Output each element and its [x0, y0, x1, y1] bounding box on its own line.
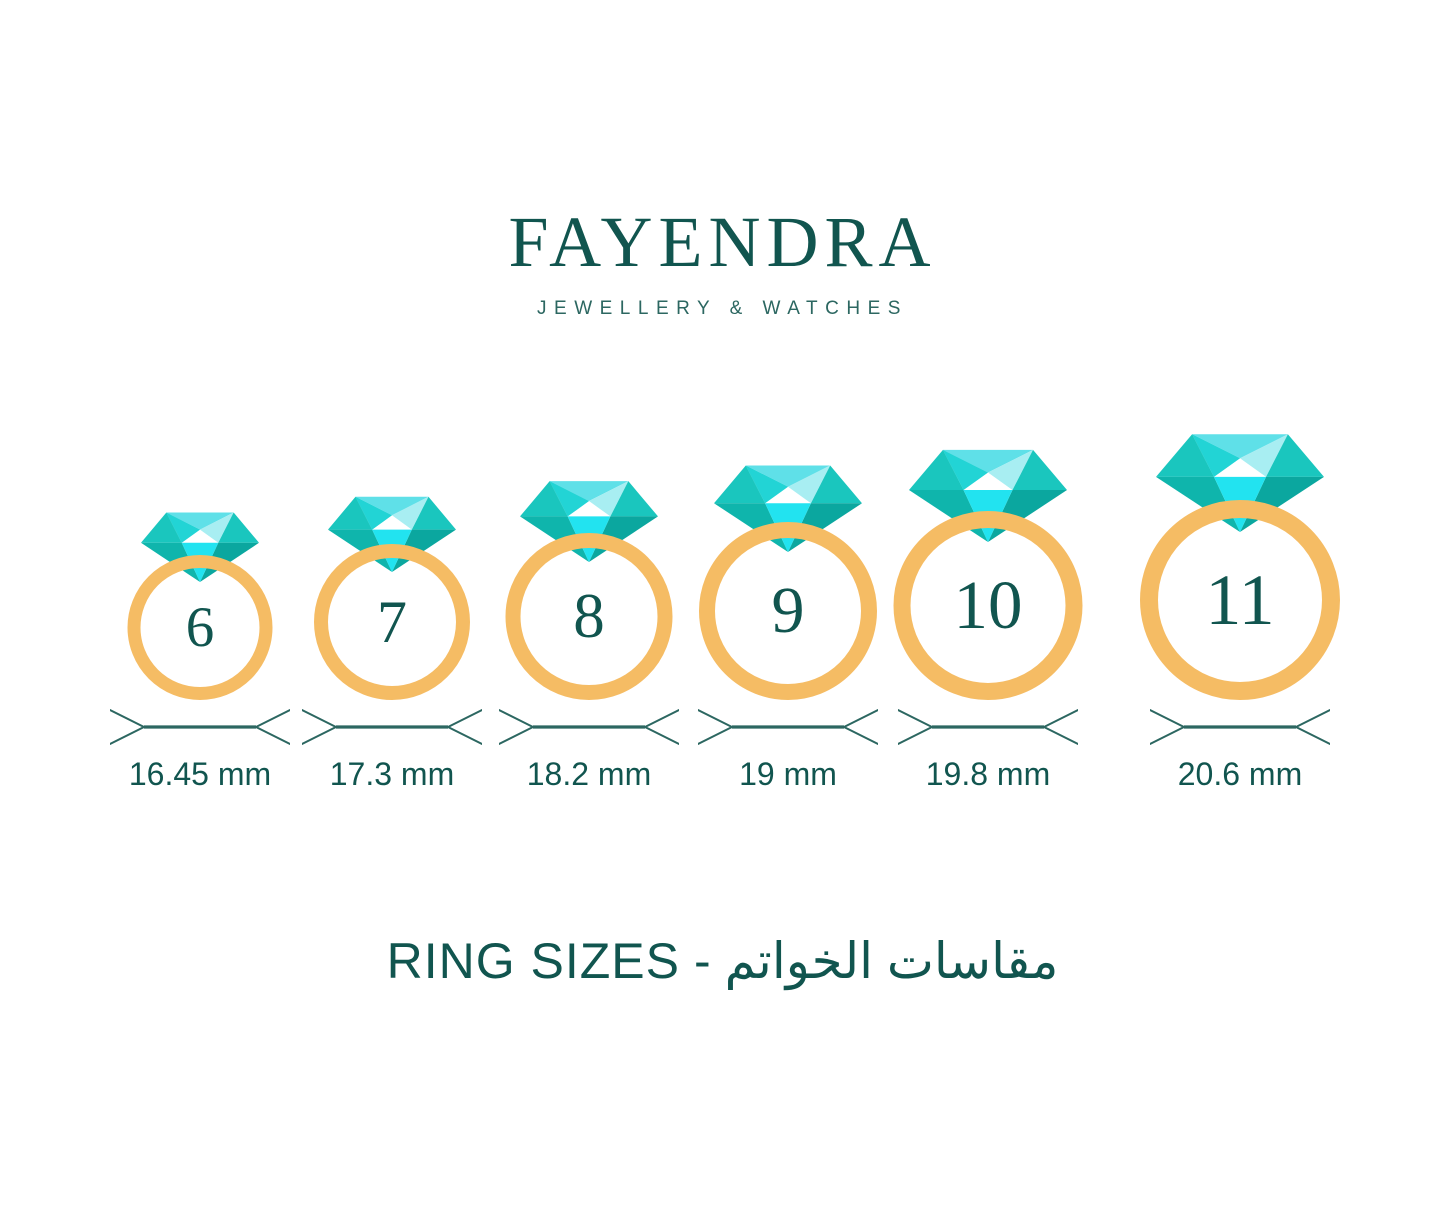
- ring-diameter-label: 16.45 mm: [128, 756, 272, 792]
- dimension-arrow-icon: [499, 705, 679, 749]
- ring-size-number: 6: [185, 596, 215, 659]
- ring-size-number: 11: [1205, 560, 1275, 640]
- dimension-arrow-icon: [110, 705, 290, 749]
- dimension-arrow-icon: [1150, 705, 1330, 749]
- diamond-ring-icon: 9: [688, 440, 888, 700]
- brand-name: FAYENDRA: [508, 202, 937, 282]
- ring-size-item[interactable]: 6 16.45 mm: [100, 440, 300, 820]
- ring-size-number: 10: [953, 567, 1023, 643]
- ring-size-number: 7: [377, 589, 407, 655]
- ring-diameter-label: 18.2 mm: [526, 756, 652, 792]
- ring-band: 10: [893, 511, 1083, 700]
- ring-size-number: 9: [771, 574, 805, 647]
- page-title: RING SIZES - مقاسات الخواتم: [0, 930, 1445, 993]
- ring-size-item[interactable]: 10 19.8 mm: [888, 440, 1088, 820]
- diamond-ring-icon: 8: [489, 440, 689, 700]
- page-title-arabic: مقاسات الخواتم: [724, 933, 1059, 989]
- dimension-arrow-icon: [302, 705, 482, 749]
- ring-size-item[interactable]: 11 20.6 mm: [1140, 434, 1340, 820]
- ring-size-item[interactable]: 7 17.3 mm: [292, 440, 492, 820]
- ring-band: 11: [1140, 500, 1340, 700]
- ring-size-item[interactable]: 8 18.2 mm: [489, 440, 689, 820]
- ring-size-item[interactable]: 9 19 mm: [688, 440, 888, 820]
- ring-diameter-label: 20.6 mm: [1177, 756, 1303, 792]
- ring-diameter-label: 19.8 mm: [925, 756, 1051, 792]
- ring-diameter-label: 19 mm: [739, 756, 837, 792]
- ring-size-number: 8: [573, 581, 605, 651]
- ring-band: 9: [699, 522, 877, 700]
- page-title-english: RING SIZES: [386, 933, 680, 989]
- dimension-arrow-icon: [898, 705, 1078, 749]
- gem-icon: [141, 508, 259, 582]
- ring-band: 8: [505, 533, 673, 700]
- dimension-arrow-icon: [698, 705, 878, 749]
- diamond-ring-icon: 6: [100, 440, 300, 700]
- ring-band: 7: [314, 544, 470, 700]
- diamond-ring-icon: 11: [1140, 434, 1340, 700]
- ring-diameter-label: 17.3 mm: [329, 756, 455, 792]
- diamond-ring-icon: 10: [888, 440, 1088, 700]
- ring-size-row: 6 16.45 mm 7 17.3 mm: [0, 434, 1445, 820]
- brand-header: FAYENDRA JEWELLERY & WATCHES: [0, 206, 1445, 320]
- diamond-ring-icon: 7: [292, 440, 492, 700]
- ring-band: 6: [127, 555, 273, 700]
- page-title-separator: -: [694, 933, 711, 989]
- brand-tagline: JEWELLERY & WATCHES: [537, 298, 908, 319]
